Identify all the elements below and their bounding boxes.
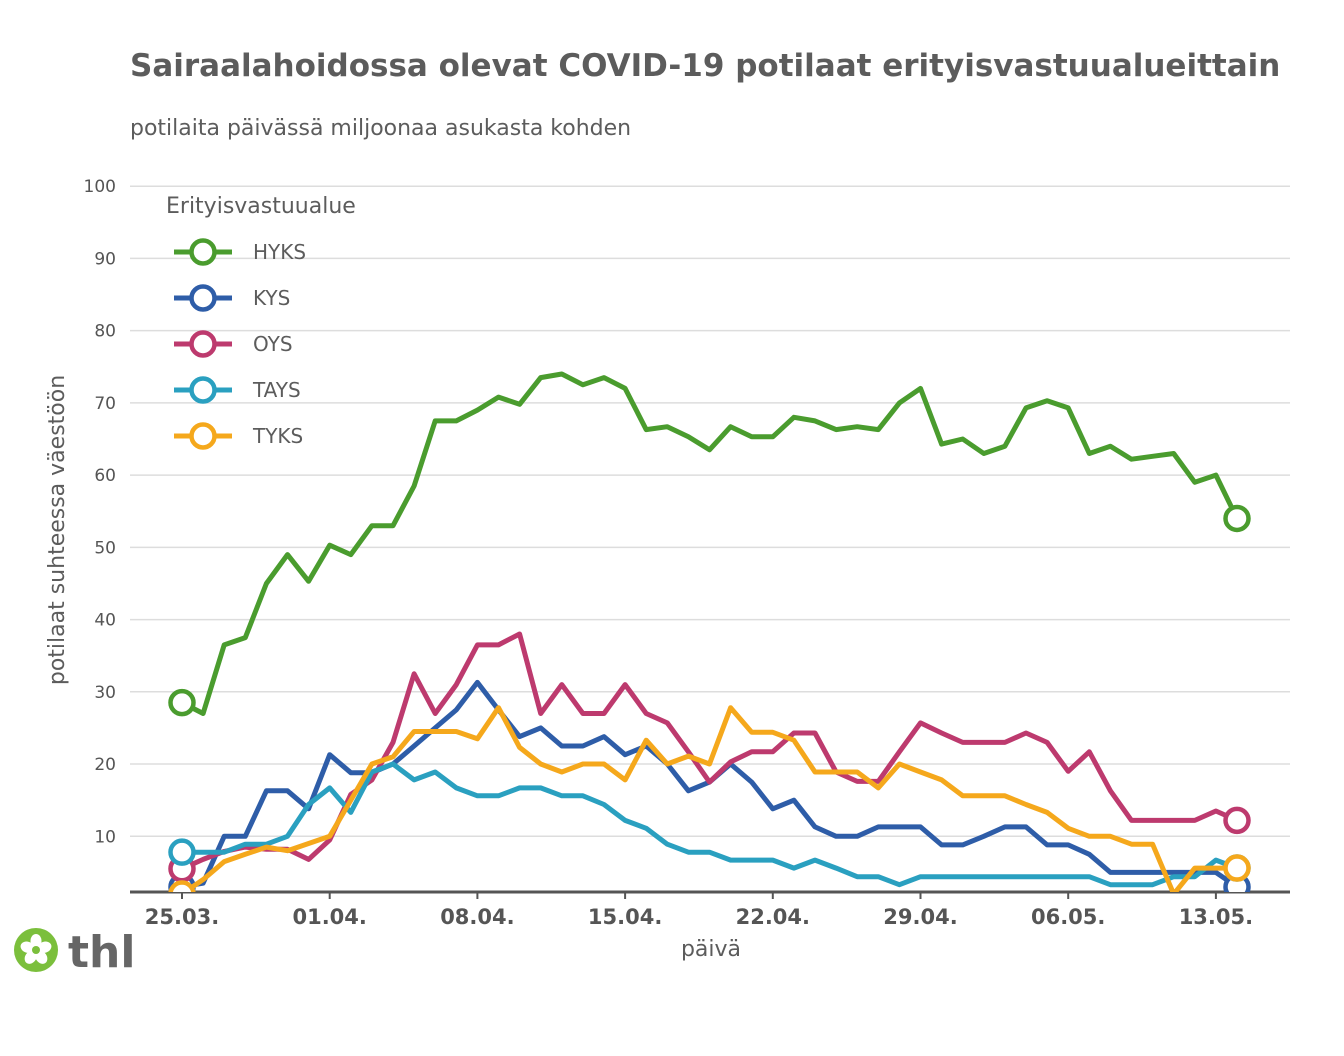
series-line-kys (179, 679, 1240, 890)
legend-label-hyks: HYKS (253, 240, 306, 264)
series-marker-tays (168, 838, 196, 866)
legend-marker-oys (189, 330, 217, 358)
series-marker-tyks (168, 880, 196, 892)
y-tick-label: 60 (94, 466, 116, 486)
flower-icon (14, 928, 58, 972)
y-axis-ticks: 10 20 30 40 50 60 70 80 90 100 (84, 177, 116, 847)
series-lines (168, 371, 1251, 892)
y-tick-label: 40 (94, 611, 116, 631)
legend-label-tyks: TYKS (252, 424, 303, 448)
legend-label-kys: KYS (253, 286, 290, 310)
x-axis-label: päivä (681, 937, 741, 962)
y-tick-label: 10 (94, 827, 116, 847)
y-tick-label: 20 (94, 755, 116, 775)
series-marker-hyks (1223, 504, 1251, 533)
y-tick-label: 90 (94, 249, 116, 269)
legend-label-oys: OYS (253, 332, 293, 356)
legend: Erityisvastuualue HYKS KYS OYS TAYS TYKS (166, 194, 356, 450)
x-tick-label: 22.04. (736, 905, 810, 929)
series-marker-tyks (1223, 854, 1251, 882)
x-tick-label: 15.04. (588, 905, 662, 929)
x-tick-label: 29.04. (883, 905, 957, 929)
series-marker-oys (1223, 806, 1251, 835)
y-tick-label: 50 (94, 538, 116, 558)
y-tick-label: 80 (94, 322, 116, 342)
series-line-hyks (179, 371, 1240, 716)
thl-logo: thl (14, 927, 135, 978)
y-tick-label: 70 (94, 394, 116, 414)
chart-title: Sairaalahoidossa olevat COVID-19 potilaa… (130, 48, 1281, 84)
legend-marker-kys (189, 284, 217, 312)
x-tick-label: 25.03. (145, 905, 219, 929)
x-axis-ticks: 25.03. 01.04. 08.04. 15.04. 22.04. 29.04. 06.0… (145, 892, 1253, 929)
series-marker-hyks (168, 688, 196, 717)
series-line-tyks (180, 705, 1240, 892)
y-tick-label: 30 (94, 683, 116, 703)
legend-title: Erityisvastuualue (166, 194, 356, 219)
y-axis-label: potilaat suhteessa väestöön (45, 375, 70, 685)
x-tick-label: 06.05. (1031, 905, 1105, 929)
legend-marker-hyks (189, 238, 217, 266)
x-tick-label: 01.04. (292, 905, 366, 929)
x-tick-label: 08.04. (440, 905, 514, 929)
y-tick-label: 100 (84, 177, 116, 197)
x-tick-label: 13.05. (1179, 905, 1253, 929)
legend-label-tays: TAYS (252, 378, 301, 402)
logo-text: thl (68, 927, 135, 978)
legend-marker-tays (189, 376, 217, 404)
chart-subtitle: potilaita päivässä miljoonaa asukasta ko… (130, 116, 632, 141)
legend-marker-tyks (189, 422, 217, 450)
gridlines (130, 185, 1290, 838)
series-line-tays (179, 761, 1240, 888)
